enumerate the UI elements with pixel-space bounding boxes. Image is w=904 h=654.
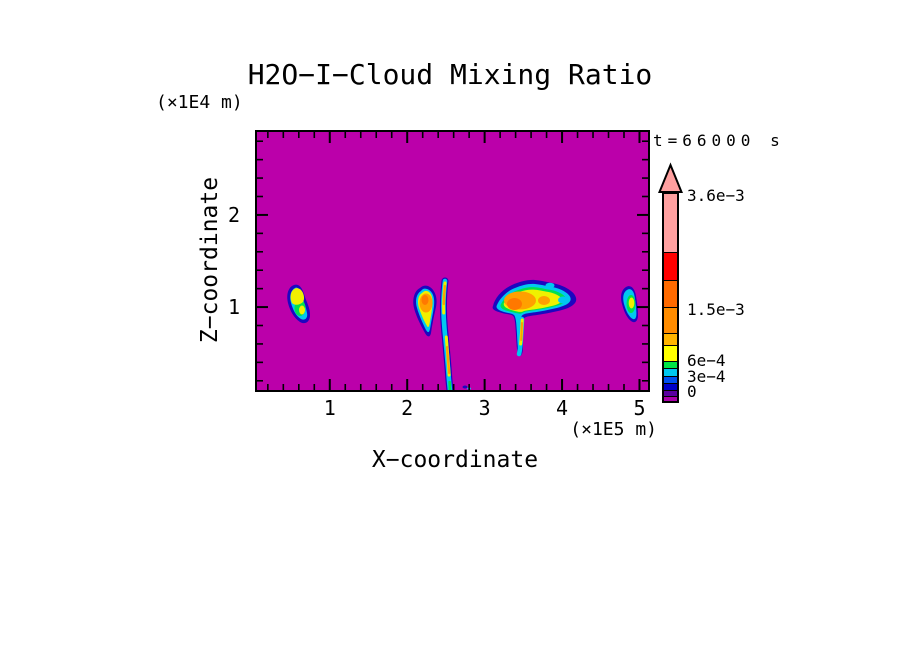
x-axis-unit-label: (×1E5 m) (570, 419, 657, 440)
z-axis-unit-label: (×1E4 m) (156, 92, 243, 113)
z-tick-label-2: 2 (227, 202, 240, 227)
x-tick-label-3: 3 (478, 396, 491, 420)
x-tick-label-5: 5 (633, 396, 646, 420)
cloud-teardrop (413, 285, 437, 337)
colorbar-segment (664, 376, 677, 383)
x-tick-label-2: 2 (401, 396, 414, 420)
plot-background (257, 132, 648, 390)
x-axis-label: X−coordinate (371, 447, 539, 473)
cloud-left-core (290, 288, 305, 305)
colorbar-segment (664, 279, 677, 308)
colorbar-segment (664, 382, 677, 391)
filament-orange-top (442, 284, 446, 306)
colorbar-segment (664, 345, 677, 361)
colorbar-label: 3e−4 (687, 367, 726, 386)
anvil-top-notch (545, 282, 555, 289)
x-tick-label-4: 4 (556, 396, 569, 420)
colorbar-label: 1.5e−3 (687, 300, 745, 319)
time-annotation: t=66000 s (653, 131, 785, 150)
anvil-stem-tip (517, 351, 522, 356)
anvil-right-fringe (558, 296, 568, 304)
cloud-teardrop-deep-core (421, 295, 429, 305)
colorbar-segment (664, 396, 677, 401)
colorbar-label: 6e−4 (687, 351, 726, 370)
z-tick-label-1: 1 (227, 295, 240, 320)
anvil-deep-core (507, 298, 522, 310)
axis-ticks (257, 132, 648, 390)
colorbar-arrow-icon (658, 162, 683, 193)
filament-orange-low (445, 345, 451, 375)
x-tick-label-1: 1 (323, 396, 336, 420)
colorbar-segment (664, 360, 677, 369)
cloud-small-right (621, 286, 638, 323)
surface-speck-1 (462, 385, 468, 389)
colorbar-label: 3.6e−3 (687, 186, 745, 205)
colorbar-label: 0 (687, 382, 697, 401)
plot-area (255, 130, 650, 392)
cloud-filament (439, 277, 454, 390)
cloud-right-core (628, 297, 635, 309)
colorbar-segment (664, 368, 677, 377)
colorbar (662, 192, 679, 403)
chart-title: H2O−I−Cloud Mixing Ratio (247, 58, 653, 91)
colorbar-segment (664, 307, 677, 334)
cloud-anvil (492, 279, 577, 357)
colorbar-segment (664, 333, 677, 346)
plot-svg (257, 132, 648, 390)
colorbar-segment (664, 252, 677, 280)
anvil-stem-orange (520, 322, 523, 341)
cloud-left-core2 (299, 305, 305, 315)
cloud-small-left (287, 284, 310, 324)
colorbar-segment (664, 194, 677, 253)
anvil-orange-patch (538, 296, 550, 305)
colorbar-segment (664, 390, 677, 397)
